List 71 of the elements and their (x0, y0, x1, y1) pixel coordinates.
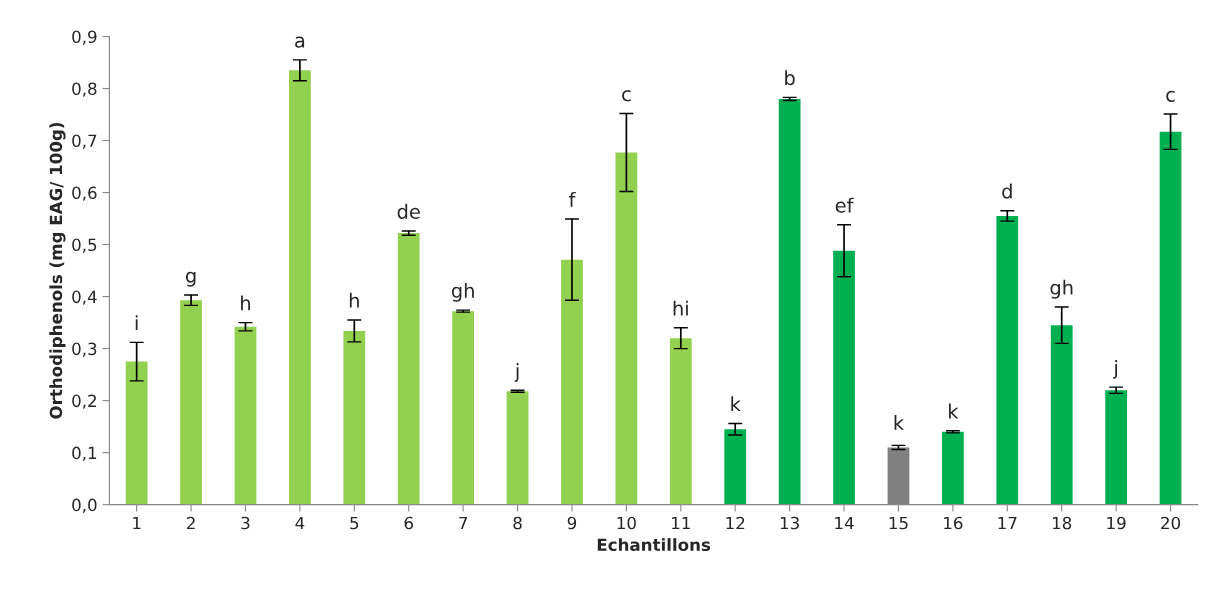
x-tick-label: 9 (567, 516, 577, 530)
annotation: h (241, 295, 250, 311)
bar (343, 330, 366, 505)
y-tick-label: 0,4 (72, 290, 97, 305)
annotation: g (185, 271, 196, 287)
annotation: i (135, 315, 138, 330)
annotation: c (622, 90, 631, 102)
bar (1050, 325, 1073, 505)
annotation: hi (673, 300, 688, 316)
bar (561, 259, 583, 505)
bar (942, 431, 964, 505)
annotation: d (1002, 183, 1012, 199)
x-tick-label: 17 (998, 516, 1017, 530)
annotation: k (949, 403, 959, 419)
bar (506, 391, 529, 505)
annotation: gh (451, 282, 474, 302)
annotation: f (569, 191, 576, 207)
y-axis-title: Orthodiphenols (mg EAG/ 100g) (49, 122, 66, 419)
x-axis-title: Echantillons (597, 538, 711, 552)
bar (180, 300, 202, 505)
annotation: k (894, 415, 905, 430)
x-tick-label: 3 (241, 516, 250, 530)
bar (778, 98, 801, 505)
annotation: gh (1050, 279, 1073, 299)
annotation: k (731, 396, 741, 412)
annotation: h (349, 292, 359, 308)
x-tick-label: 20 (1161, 516, 1181, 530)
bar (397, 233, 420, 505)
y-tick-label: 0,5 (72, 238, 97, 253)
bar (669, 338, 692, 505)
annotation: a (295, 36, 305, 48)
x-tick-label: 15 (889, 516, 908, 530)
bar (452, 311, 475, 505)
annotation: c (1166, 90, 1175, 102)
annotation: de (397, 203, 420, 219)
x-tick-label: 16 (944, 516, 963, 530)
y-tick-label: 0,7 (72, 134, 97, 149)
x-tick-label: 12 (726, 516, 745, 530)
y-tick-label: 0,2 (72, 394, 96, 409)
annotation: ef (835, 197, 854, 213)
annotation: b (785, 70, 795, 86)
bar (615, 152, 638, 505)
x-tick-label: 6 (404, 516, 413, 530)
y-tick-label: 0,3 (72, 342, 97, 357)
x-tick-label: 1 (133, 516, 141, 530)
x-tick-label: 5 (350, 516, 359, 530)
bar (234, 326, 257, 505)
annotation: j (1113, 359, 1118, 379)
bar (996, 215, 1019, 505)
x-tick-label: 8 (513, 516, 522, 530)
x-tick-label: 2 (186, 516, 195, 530)
y-tick-label: 0,6 (72, 186, 97, 201)
annotation: j (514, 363, 519, 382)
x-tick-label: 14 (835, 516, 854, 530)
bar (289, 70, 311, 505)
x-tick-label: 10 (617, 516, 636, 530)
y-tick-label: 0,1 (72, 446, 97, 461)
x-tick-label: 7 (459, 516, 468, 530)
y-tick-label: 0,0 (72, 498, 97, 513)
bar (1105, 390, 1128, 505)
y-tick-label: 0,8 (72, 82, 97, 97)
x-tick-label: 18 (1052, 516, 1072, 530)
bar (125, 361, 148, 505)
bar (1159, 131, 1182, 505)
y-tick-label: 0,9 (72, 30, 97, 45)
bar (724, 429, 747, 505)
x-tick-label: 13 (780, 516, 799, 530)
x-tick-label: 19 (1107, 516, 1126, 530)
x-tick-label: 11 (672, 516, 690, 530)
x-tick-label: 4 (295, 516, 305, 530)
bar (833, 250, 855, 505)
